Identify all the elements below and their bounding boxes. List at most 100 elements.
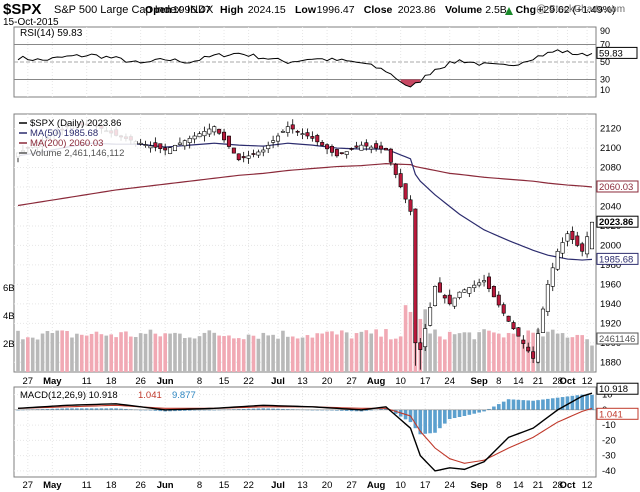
macd-legend-entry: 9.877 <box>172 390 196 401</box>
macd-histogram-bar <box>580 394 584 410</box>
volume-bar <box>369 333 374 372</box>
stat-value: 1996.47 <box>173 4 211 16</box>
candle <box>334 149 339 157</box>
macd-histogram-bar <box>79 408 84 410</box>
volume-bar <box>99 334 104 372</box>
candle <box>437 282 442 293</box>
volume-bar <box>344 332 349 372</box>
volume-bar <box>133 337 138 372</box>
volume-bar <box>565 337 570 372</box>
date-tick: 24 <box>444 376 455 387</box>
stat-label: Close <box>364 4 393 16</box>
date-tick-bottom: 10 <box>395 480 406 491</box>
candle <box>271 140 276 143</box>
volume-bar <box>187 337 192 372</box>
macd-histogram-bar <box>281 408 285 410</box>
candle <box>305 132 310 137</box>
volume-bar <box>546 331 550 372</box>
macd-histogram-bar <box>428 409 432 434</box>
macd-histogram-bar <box>55 408 60 410</box>
rsi-tick: 50 <box>600 57 610 67</box>
volume-bar <box>35 339 40 372</box>
candle <box>197 133 202 138</box>
macd-histogram-bar <box>330 409 334 411</box>
macd-legend-entry: MACD(12,26,9) 10.918 <box>20 390 118 401</box>
volume-bar <box>26 337 30 372</box>
volume-bar <box>163 333 167 372</box>
date-tick: 10 <box>395 376 406 387</box>
macd-histogram-bar <box>178 409 182 411</box>
volume-bar <box>70 337 74 372</box>
volume-bar <box>227 335 231 372</box>
volume-bar <box>197 336 202 372</box>
candle <box>148 145 153 149</box>
rsi-last-tag: 59.83 <box>599 48 623 59</box>
candle <box>545 284 550 312</box>
date-tick: 14 <box>513 376 524 387</box>
macd-tag: 10.918 <box>599 384 628 395</box>
volume-bar <box>153 333 158 372</box>
volume-bar <box>330 331 334 372</box>
macd-histogram-bar <box>575 395 580 410</box>
macd-line <box>17 392 593 472</box>
volume-bar <box>590 345 594 372</box>
volume-bar <box>251 335 256 372</box>
price-tick: 2000 <box>600 240 621 251</box>
date-tick-bottom: 17 <box>420 480 431 491</box>
volume-bar <box>472 339 477 372</box>
macd-histogram-bar <box>271 408 275 410</box>
volume-bar <box>310 337 315 372</box>
volume-bar <box>84 335 89 372</box>
volume-bar <box>50 333 55 372</box>
date-tick-bottom: 24 <box>444 480 455 491</box>
macd-histogram-bar <box>438 409 442 429</box>
volume-bar <box>119 332 123 372</box>
candle <box>212 126 217 133</box>
date-tick-bottom: 12 <box>582 480 593 491</box>
candle <box>310 136 315 139</box>
candle <box>516 327 521 337</box>
volume-bar <box>403 305 408 372</box>
macd-histogram-bar <box>45 408 50 410</box>
price-legend-entry: Volume 2,461,146,112 <box>30 148 124 159</box>
macd-histogram-bar <box>65 408 69 410</box>
candle <box>491 286 496 298</box>
volume-bar <box>236 338 241 372</box>
macd-tick: -40 <box>602 466 616 477</box>
volume-bar <box>21 339 25 372</box>
macd-panel-frame <box>13 386 597 478</box>
volume-bar <box>192 338 197 372</box>
legend-bg <box>15 138 137 148</box>
date-tick: 22 <box>243 376 254 387</box>
volume-bar <box>325 331 329 372</box>
candle <box>550 267 555 287</box>
date-tick-bottom: 21 <box>533 480 544 491</box>
macd-histogram-bar <box>84 408 89 410</box>
volume-bar <box>501 337 506 372</box>
price-tag-box <box>596 332 639 345</box>
macd-histogram-bar <box>585 394 589 410</box>
candle <box>555 250 560 270</box>
date-tick-bottom: 28 <box>552 480 563 491</box>
candle <box>236 153 241 161</box>
volume-bar <box>281 330 285 372</box>
volume-tick: 6B <box>3 283 15 294</box>
macd-histogram-bar <box>109 408 114 410</box>
volume-bar <box>241 339 246 372</box>
volume-bar <box>428 333 432 372</box>
macd-histogram-bar <box>384 408 388 410</box>
date-tick-bottom: Sep <box>470 480 488 491</box>
macd-histogram-bar <box>487 408 491 410</box>
macd-histogram-bar <box>477 409 481 413</box>
macd-histogram-bar <box>148 409 153 411</box>
candle <box>251 153 256 155</box>
candle <box>276 135 281 142</box>
macd-histogram-bar <box>99 408 104 410</box>
candle <box>172 145 177 152</box>
date-tick-bottom: 26 <box>135 480 146 491</box>
macd-histogram-bar <box>590 394 594 410</box>
macd-histogram-bar <box>526 400 531 410</box>
date-tick: May <box>43 376 62 387</box>
date-tick-bottom: 8 <box>496 480 501 491</box>
macd-histogram-bar <box>359 409 364 412</box>
